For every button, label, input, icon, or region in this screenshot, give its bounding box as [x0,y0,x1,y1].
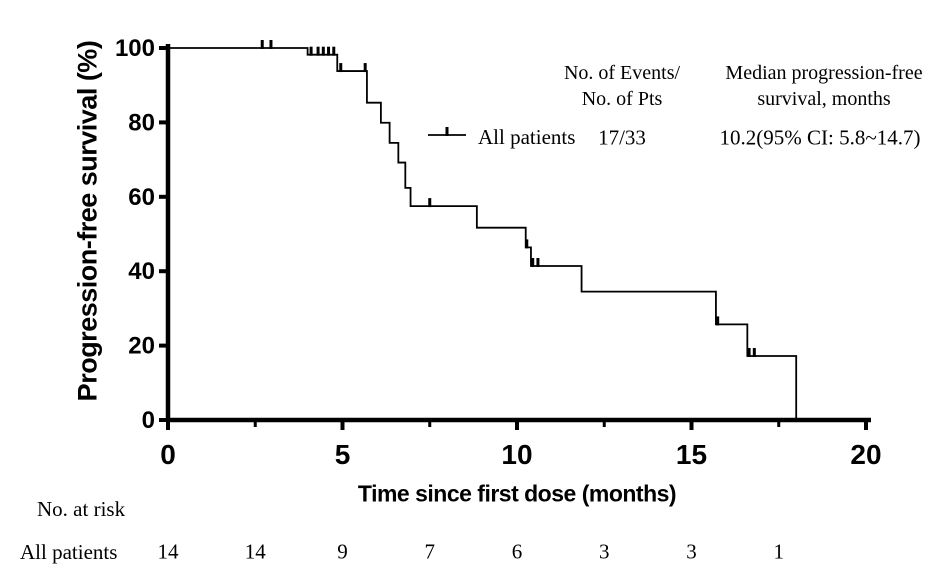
risk-table-title: No. at risk [37,497,126,521]
y-axis-tick-label: 100 [115,35,155,62]
risk-count-value: 6 [511,539,523,564]
events-column-header-line1: No. of Events/ [563,62,681,84]
x-axis-tick-label: 10 [501,439,532,470]
risk-count-value: 14 [157,539,179,564]
km-step-curve [168,47,798,420]
events-over-pts-value: 17/33 [598,125,646,150]
legend-label-all-patients: All patients [478,125,576,149]
median-column-header-line1: Median progression-free [725,62,923,84]
risk-row-label: All patients [20,540,118,564]
y-axis-tick-label: 60 [128,184,155,211]
y-axis-title: Progression-free survival (%) [72,40,103,402]
risk-count-value: 3 [599,539,610,564]
risk-count-value: 7 [424,539,436,564]
x-axis-tick-label: 15 [676,439,707,470]
y-axis-tick-label: 20 [128,333,155,360]
median-pfs-value: 10.2(95% CI: 5.8~14.7) [719,125,921,150]
y-axis-tick-label: 80 [128,109,155,136]
risk-count-value: 14 [244,539,266,564]
x-axis-tick-label: 5 [335,439,351,470]
risk-count-value: 9 [337,539,348,564]
x-axis-tick-label: 20 [850,439,881,470]
x-axis-title: Time since first dose (months) [357,480,677,507]
risk-count-value: 3 [686,539,697,564]
y-axis-tick-label: 40 [128,258,155,285]
risk-count-value: 1 [773,539,785,564]
y-axis-tick-label: 0 [142,407,155,434]
median-column-header-line2: survival, months [757,88,891,110]
x-axis-tick-label: 0 [160,439,176,470]
events-column-header-line2: No. of Pts [581,88,663,110]
